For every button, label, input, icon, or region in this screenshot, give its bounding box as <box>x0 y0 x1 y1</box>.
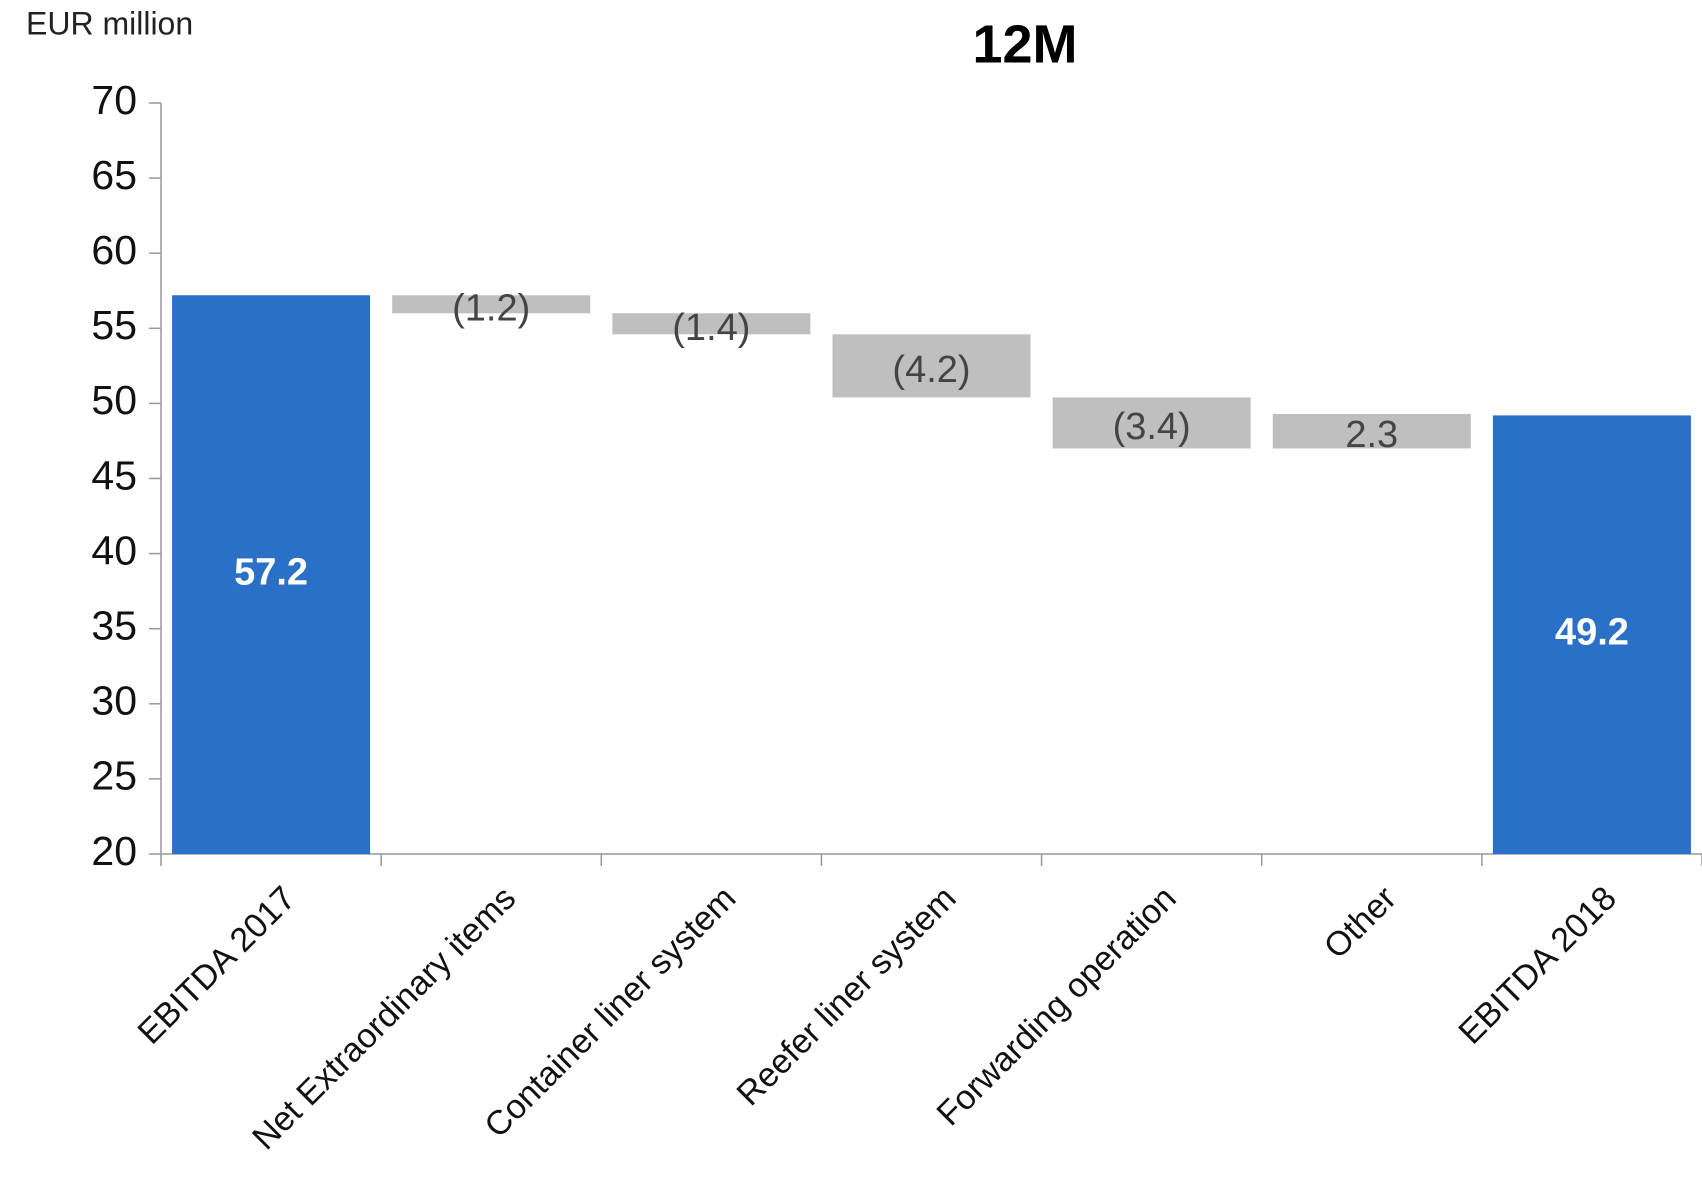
value-label: 2.3 <box>1345 414 1398 456</box>
value-label: 57.2 <box>234 552 308 594</box>
y-tick-label: 25 <box>91 753 137 799</box>
x-tick-label: Container liner system <box>477 879 743 1145</box>
change-bar <box>1052 397 1251 449</box>
value-label: (3.4) <box>1113 406 1191 448</box>
value-label: (1.2) <box>452 287 530 329</box>
y-tick-label: 20 <box>91 828 137 874</box>
y-tick-label: 55 <box>91 302 137 348</box>
x-tick-label: EBITDA 2018 <box>1451 879 1624 1052</box>
x-tick-label: Other <box>1317 879 1404 966</box>
y-tick-label: 35 <box>91 603 137 649</box>
total-bar <box>172 295 371 855</box>
chart-title: 12M <box>972 14 1077 74</box>
change-bar <box>1272 413 1471 449</box>
change-bar <box>612 313 811 335</box>
y-tick-label: 50 <box>91 377 137 423</box>
value-label: (4.2) <box>892 349 970 391</box>
x-tick-label: Reefer liner system <box>730 879 964 1113</box>
y-tick-label: 60 <box>91 227 137 273</box>
y-tick-label: 70 <box>91 77 137 123</box>
x-tick-label: Forwarding operation <box>930 879 1184 1133</box>
change-bar <box>832 334 1031 398</box>
value-label: 49.2 <box>1555 612 1629 654</box>
total-bar <box>1492 415 1691 854</box>
y-tick-label: 30 <box>91 678 137 724</box>
x-tick-label: EBITDA 2017 <box>131 879 304 1052</box>
change-bar <box>392 295 591 314</box>
y-tick-label: 40 <box>91 527 137 573</box>
y-axis-label: EUR million <box>26 5 193 41</box>
y-tick-label: 45 <box>91 452 137 498</box>
value-label: (1.4) <box>672 307 750 349</box>
y-tick-label: 65 <box>91 152 137 198</box>
